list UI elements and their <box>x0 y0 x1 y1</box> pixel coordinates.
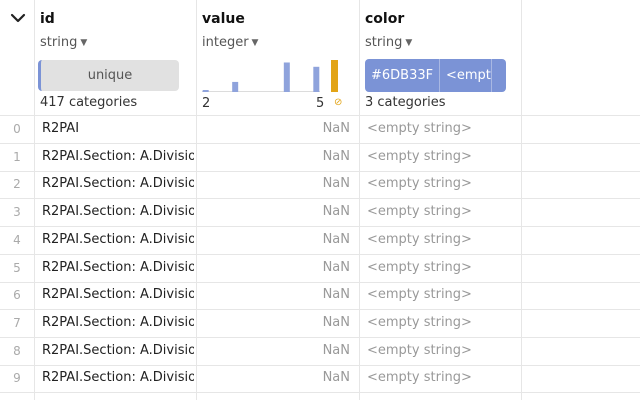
row-index: 0 <box>13 122 21 136</box>
cell-color: <empty string> <box>367 148 472 164</box>
row-divider <box>0 143 640 144</box>
row-index: 7 <box>13 315 21 330</box>
cell-color: <empty string> <box>367 259 472 275</box>
table-header: id string ▼ unique 417 categories value i… <box>0 0 640 115</box>
table-row[interactable]: 8 R2PAI.Section: A.Division NaN <empty stri… <box>0 338 640 366</box>
row-divider <box>0 253 640 255</box>
column-type-selector[interactable]: integer ▼ <box>202 35 258 50</box>
category-segment[interactable] <box>492 59 506 92</box>
column-type-label: string <box>365 35 403 50</box>
category-segment[interactable]: #6DB33F <box>365 59 440 92</box>
unique-summary[interactable]: unique <box>38 60 179 91</box>
null-count-bar[interactable] <box>331 60 338 92</box>
row-index: 5 <box>13 260 21 275</box>
cell-id: R2PAI.Section: A.Division <box>42 342 194 358</box>
table-row[interactable]: 2 R2PAI.Section: A.Division NaN <empty stri… <box>0 171 640 200</box>
column-name: value <box>202 11 245 27</box>
row-index: 4 <box>13 232 21 247</box>
cell-value: NaN <box>322 370 350 386</box>
header-divider <box>0 115 640 116</box>
cell-id: R2PAI.Section: A.Division <box>42 370 194 386</box>
category-summary-bar[interactable]: #6DB33F <empty string> <box>365 59 506 92</box>
cell-color: <empty string> <box>367 176 472 192</box>
column-type-selector[interactable]: string ▼ <box>365 35 412 50</box>
row-index: 6 <box>13 288 21 303</box>
cell-color: <empty string> <box>367 204 472 220</box>
column-divider <box>359 0 360 400</box>
cell-color: <empty string> <box>367 370 472 386</box>
row-divider <box>0 336 640 338</box>
cell-id: R2PAI.Section: A.Division <box>42 148 194 164</box>
cell-value: NaN <box>322 342 350 358</box>
row-index: 1 <box>13 149 21 164</box>
column-name: color <box>365 11 405 27</box>
column-divider <box>34 0 35 400</box>
row-index: 3 <box>13 205 21 220</box>
column-divider <box>521 0 522 400</box>
histogram-bar[interactable] <box>313 66 320 92</box>
row-divider <box>0 309 640 311</box>
value-histogram[interactable] <box>202 56 342 92</box>
row-index: 2 <box>13 177 21 192</box>
row-divider <box>0 198 640 200</box>
cell-value: NaN <box>322 259 350 275</box>
column-header-value[interactable]: value integer ▼ 2 5 ⊘ <box>196 0 359 115</box>
row-divider <box>0 364 640 366</box>
column-divider <box>196 0 197 400</box>
column-type-label: string <box>40 35 78 50</box>
cell-value: NaN <box>322 148 350 164</box>
cell-value: NaN <box>322 204 350 220</box>
histogram-bar[interactable] <box>202 90 209 92</box>
cell-color: <empty string> <box>367 314 472 330</box>
caret-down-icon: ▼ <box>405 38 413 48</box>
cell-id: R2PAI.Section: A.Division <box>42 287 194 303</box>
category-segment[interactable]: <empty string> <box>440 59 492 92</box>
category-count: 3 categories <box>365 95 446 110</box>
cell-id: R2PAI.Section: A.Division <box>42 176 194 192</box>
histogram-min-label: 2 <box>202 96 211 111</box>
row-divider <box>0 392 640 394</box>
cell-color: <empty string> <box>367 231 472 247</box>
null-icon: ⊘ <box>334 97 343 108</box>
cell-value: NaN <box>322 176 350 192</box>
cell-color: <empty string> <box>367 342 472 358</box>
cell-color: <empty string> <box>367 121 472 136</box>
column-header-id[interactable]: id string ▼ unique 417 categories <box>34 0 196 115</box>
cell-color: <empty string> <box>367 287 472 303</box>
table-row[interactable]: 9 R2PAI.Section: A.Division NaN <empty stri… <box>0 365 640 394</box>
cell-id: R2PAI.Section: A.Division <box>42 314 194 330</box>
cell-id: R2PAI <box>42 121 80 136</box>
column-header-color[interactable]: color string▼ #6DB33F <empty string> 3 c… <box>359 0 521 115</box>
caret-down-icon: ▼ <box>80 38 88 48</box>
table-row[interactable]: 5 R2PAI.Section: A.Division NaN <empty stri… <box>0 255 640 283</box>
chevron-down-icon[interactable] <box>8 8 28 28</box>
column-type-selector[interactable]: string ▼ <box>40 35 87 50</box>
cell-id: R2PAI.Section: A.Division <box>42 231 194 247</box>
histogram-bar[interactable] <box>232 81 239 92</box>
table-row[interactable]: 0 R2PAI NaN <empty string> <box>0 116 640 144</box>
table-row[interactable]: 3 R2PAI.Section: A.Division NaN <empty stri… <box>0 199 640 228</box>
table-row[interactable]: 4 R2PAI.Section: A.Division NaN <empty stri… <box>0 227 640 255</box>
cell-value: NaN <box>322 121 350 136</box>
column-name: id <box>40 11 55 27</box>
histogram-bar[interactable] <box>283 62 290 92</box>
row-index: 8 <box>13 343 21 358</box>
row-divider <box>0 226 640 228</box>
histogram-max-label: 5 <box>316 96 325 111</box>
table-row[interactable]: 7 R2PAI.Section: A.Division NaN <empty stri… <box>0 310 640 338</box>
cell-value: NaN <box>322 314 350 330</box>
cell-id: R2PAI.Section: A.Division <box>42 259 194 275</box>
table-row[interactable]: 6 R2PAI.Section: A.Division NaN <empty stri… <box>0 282 640 311</box>
cell-id: R2PAI.Section: A.Division <box>42 204 194 220</box>
column-type-label: integer <box>202 35 249 50</box>
cell-value: NaN <box>322 231 350 247</box>
category-count: 417 categories <box>40 95 138 110</box>
table-row[interactable]: 1 R2PAI.Section: A.Division NaN <empty stri… <box>0 144 640 172</box>
row-divider <box>0 281 640 283</box>
row-index: 9 <box>13 371 21 386</box>
cell-value: NaN <box>322 287 350 303</box>
caret-down-icon: ▼ <box>251 38 259 48</box>
row-divider <box>0 170 640 172</box>
